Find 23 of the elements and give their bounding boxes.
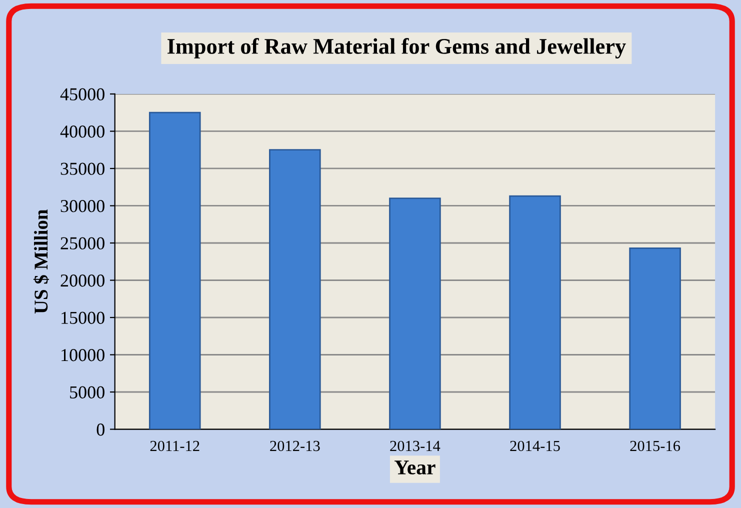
bar: [629, 248, 681, 430]
bar: [509, 195, 561, 430]
x-tick-label: 2012-13: [270, 440, 320, 452]
chart-title: Import of Raw Material for Gems and Jewellery: [168, 38, 626, 58]
y-tick-label: 40000: [60, 125, 104, 138]
y-tick-label: 25000: [60, 237, 104, 250]
bar: [269, 149, 321, 430]
x-tick-label: 2011-12: [150, 440, 200, 452]
y-tick-label: 0: [96, 424, 104, 436]
y-tick-label: 20000: [60, 274, 104, 287]
y-tick-label: 15000: [62, 312, 104, 324]
y-tick-label: 5000: [70, 386, 104, 398]
x-tick-label: 2015-16: [630, 440, 680, 452]
y-tick-label: 10000: [62, 349, 104, 362]
x-tick-label: 2014-15: [510, 440, 560, 452]
x-axis-title: Year: [394, 460, 436, 474]
bar: [148, 112, 201, 430]
y-tick-label: 30000: [60, 200, 104, 212]
bar: [389, 198, 441, 430]
x-tick-label: 2013-14: [390, 440, 440, 452]
y-tick-label: 35000: [60, 162, 104, 175]
y-tick-label: 45000: [60, 88, 104, 100]
y-axis-title: US $ Million: [33, 210, 49, 314]
